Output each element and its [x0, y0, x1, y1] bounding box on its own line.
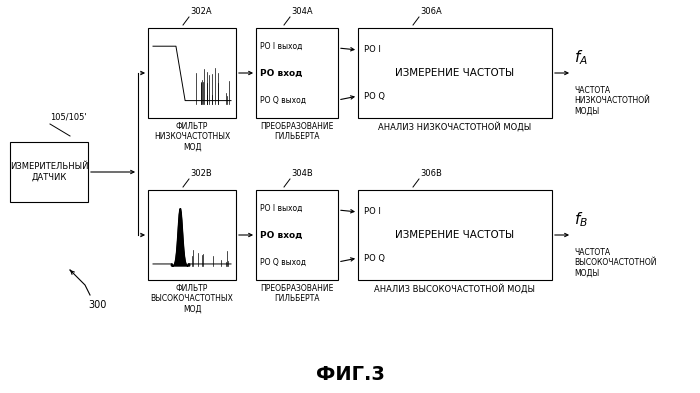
Bar [10, 142, 88, 202]
Text: 306B: 306B [420, 169, 442, 178]
Text: РО I выход: РО I выход [260, 204, 302, 213]
Bar [148, 190, 236, 280]
Polygon shape [153, 46, 185, 104]
Text: ИЗМЕРИТЕЛЬНЫЙ
ДАТЧИК: ИЗМЕРИТЕЛЬНЫЙ ДАТЧИК [10, 162, 88, 182]
Text: ЧАСТОТА
ВЫСОКОЧАСТОТНОЙ
МОДЫ: ЧАСТОТА ВЫСОКОЧАСТОТНОЙ МОДЫ [574, 248, 657, 278]
Bar [256, 28, 338, 118]
Bar [358, 28, 552, 118]
Text: 306A: 306A [420, 7, 442, 16]
Text: ИЗМЕРЕНИЕ ЧАСТОТЫ: ИЗМЕРЕНИЕ ЧАСТОТЫ [395, 68, 514, 78]
Text: 304B: 304B [291, 169, 313, 178]
Text: РО Q: РО Q [364, 253, 385, 263]
Text: РО вход: РО вход [260, 231, 302, 239]
Text: 302A: 302A [190, 7, 211, 16]
Text: ФИЛЬТР
ВЫСОКОЧАСТОТНЫХ
МОД: ФИЛЬТР ВЫСОКОЧАСТОТНЫХ МОД [150, 284, 233, 314]
Text: РО I: РО I [364, 208, 381, 217]
Text: ФИГ.3: ФИГ.3 [316, 365, 384, 384]
Text: РО вход: РО вход [260, 68, 302, 77]
Text: ЧАСТОТА
НИЗКОЧАСТОТНОЙ
МОДЫ: ЧАСТОТА НИЗКОЧАСТОТНОЙ МОДЫ [574, 86, 650, 116]
Text: ИЗМЕРЕНИЕ ЧАСТОТЫ: ИЗМЕРЕНИЕ ЧАСТОТЫ [395, 230, 514, 240]
Text: РО Q: РО Q [364, 92, 385, 101]
Bar [256, 190, 338, 280]
Text: $f_B$: $f_B$ [574, 211, 588, 230]
Text: 300: 300 [88, 300, 106, 310]
Text: РО Q выход: РО Q выход [260, 95, 306, 105]
Text: ПРЕОБРАЗОВАНИЕ
ГИЛЬБЕРТА: ПРЕОБРАЗОВАНИЕ ГИЛЬБЕРТА [260, 122, 334, 141]
Text: АНАЛИЗ НИЗКОЧАСТОТНОЙ МОДЫ: АНАЛИЗ НИЗКОЧАСТОТНОЙ МОДЫ [379, 122, 531, 132]
Text: 302B: 302B [190, 169, 211, 178]
Text: 105/105': 105/105' [50, 113, 87, 122]
Text: $f_A$: $f_A$ [574, 49, 588, 67]
Text: ФИЛЬТР
НИЗКОЧАСТОТНЫХ
МОД: ФИЛЬТР НИЗКОЧАСТОТНЫХ МОД [154, 122, 230, 152]
Text: ПРЕОБРАЗОВАНИЕ
ГИЛЬБЕРТА: ПРЕОБРАЗОВАНИЕ ГИЛЬБЕРТА [260, 284, 334, 303]
Text: РО I выход: РО I выход [260, 42, 302, 50]
Text: АНАЛИЗ ВЫСОКОЧАСТОТНОЙ МОДЫ: АНАЛИЗ ВЫСОКОЧАСТОТНОЙ МОДЫ [374, 284, 536, 294]
Bar [148, 28, 236, 118]
Polygon shape [172, 209, 190, 266]
Text: 304A: 304A [291, 7, 313, 16]
Text: РО I: РО I [364, 46, 381, 55]
Bar [358, 190, 552, 280]
Text: РО Q выход: РО Q выход [260, 257, 306, 266]
